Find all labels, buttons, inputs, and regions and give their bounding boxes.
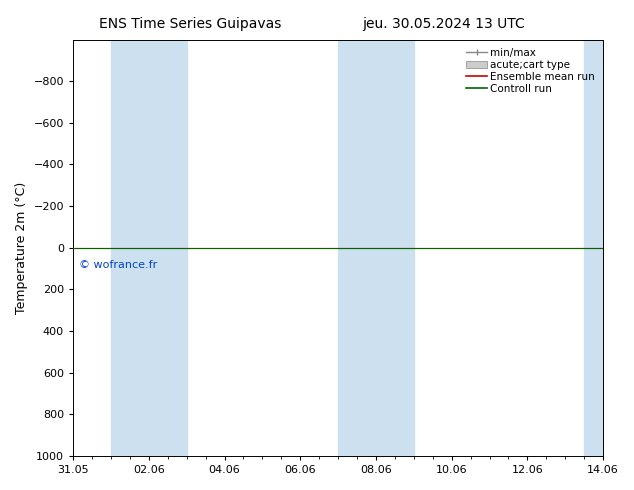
Legend: min/max, acute;cart type, Ensemble mean run, Controll run: min/max, acute;cart type, Ensemble mean … <box>463 45 598 97</box>
Bar <box>111 40 186 456</box>
Text: jeu. 30.05.2024 13 UTC: jeu. 30.05.2024 13 UTC <box>363 17 525 31</box>
Bar <box>338 40 414 456</box>
Text: © wofrance.fr: © wofrance.fr <box>79 260 157 270</box>
Y-axis label: Temperature 2m (°C): Temperature 2m (°C) <box>15 182 28 314</box>
Bar <box>584 40 603 456</box>
Text: ENS Time Series Guipavas: ENS Time Series Guipavas <box>99 17 281 31</box>
